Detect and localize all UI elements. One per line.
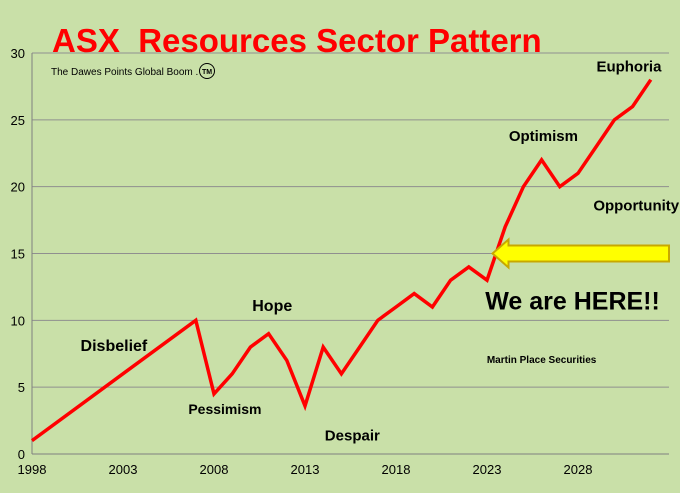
x-tick-label: 2008	[200, 462, 229, 477]
annotation-label: Disbelief	[81, 338, 148, 355]
annotation-label: Opportunity	[593, 198, 679, 215]
trademark-icon	[199, 63, 215, 79]
annotation-label: Euphoria	[596, 59, 662, 76]
annotation-label: We are HERE!!	[485, 288, 660, 316]
y-tick-label: 20	[11, 180, 25, 195]
x-tick-label: 2023	[473, 462, 502, 477]
series-layer	[30, 78, 653, 443]
x-tick-label: 2018	[382, 462, 411, 477]
here-arrow	[490, 237, 670, 270]
y-tick-label: 5	[18, 380, 25, 395]
annotation-label: Hope	[252, 298, 292, 315]
subtitle-group: The Dawes Points Global Boom . TM	[51, 63, 215, 79]
chart-title: ASX Resources Sector Pattern	[52, 22, 542, 59]
x-tick-label: 2028	[564, 462, 593, 477]
arrow-layer	[490, 237, 670, 270]
y-tick-label: 0	[18, 447, 25, 462]
y-tick-label: 15	[11, 247, 25, 262]
y-tick-label: 30	[11, 46, 25, 61]
annotation-label: Martin Place Securities	[487, 355, 597, 366]
x-tick-label: 2003	[109, 462, 138, 477]
y-tick-label: 10	[11, 313, 25, 328]
gridlines	[32, 52, 669, 388]
chart-subtitle: The Dawes Points Global Boom .	[51, 67, 198, 78]
x-tick-label: 2013	[291, 462, 320, 477]
series-line	[30, 78, 653, 443]
trademark-text: TM	[202, 69, 212, 76]
y-tick-label: 25	[11, 113, 25, 128]
x-tick-label: 1998	[18, 462, 47, 477]
annotation-label: Optimism	[509, 128, 578, 145]
annotation-label: Despair	[325, 428, 380, 445]
annotations: Euphoria Optimism Opportunity Hope Disbelief…	[81, 59, 680, 445]
tick-labels: 0 5 10 15 20 25 30 1998 2003 2008 2013 2018 2023 2028	[11, 46, 593, 477]
annotation-label: Pessimism	[188, 401, 261, 417]
